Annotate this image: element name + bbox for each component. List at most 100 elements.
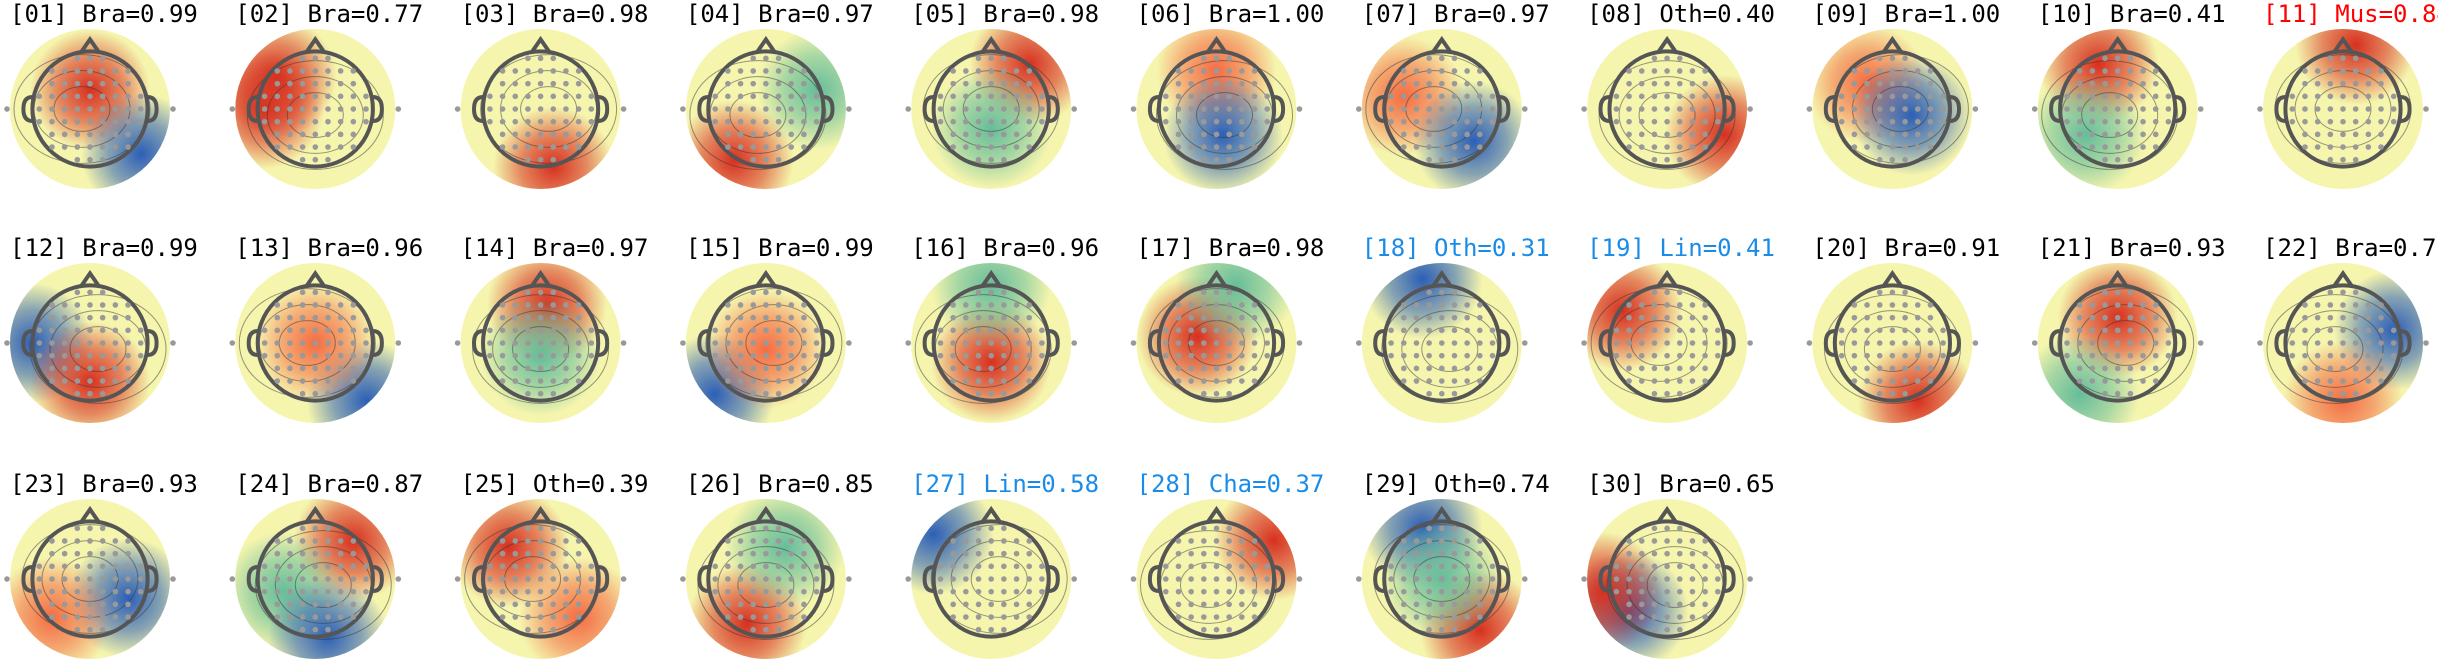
electrode (1851, 302, 1858, 308)
electrode (1213, 378, 1220, 384)
electrode (988, 525, 994, 532)
electrode (312, 302, 319, 308)
electrode (1464, 614, 1470, 620)
electrode (1451, 626, 1458, 633)
electrode (950, 378, 956, 384)
electrode (2352, 144, 2359, 150)
electrode (36, 340, 43, 346)
electrode (36, 576, 43, 582)
electrode (299, 365, 306, 372)
electrode (2165, 118, 2172, 125)
electrode (1413, 302, 1420, 308)
electrode (2127, 118, 2134, 125)
electrode (350, 563, 357, 570)
electrode (1851, 352, 1858, 359)
electrode (1013, 93, 1020, 100)
electrode (125, 576, 131, 582)
electrode (74, 106, 81, 112)
electrode (1876, 93, 1883, 100)
electrode (1226, 378, 1232, 384)
electrode (74, 588, 81, 595)
electrode (287, 314, 293, 321)
electrode (750, 80, 757, 87)
electrode (2314, 68, 2321, 74)
electrode (988, 538, 994, 544)
electrode (750, 144, 757, 150)
electrode (1426, 352, 1432, 359)
electrode (988, 144, 994, 150)
electrode (963, 106, 969, 112)
electrode (750, 563, 757, 570)
electrode (950, 302, 956, 308)
electrode (1902, 156, 1908, 163)
electrode (2302, 352, 2308, 359)
electrode (763, 302, 769, 308)
electrode (725, 93, 731, 100)
electrode (325, 327, 331, 334)
electrode (1676, 538, 1683, 544)
electrode (2302, 378, 2308, 384)
electrode (2378, 118, 2384, 125)
electrode (499, 118, 506, 125)
ear (1273, 95, 1286, 123)
electrode (1439, 106, 1445, 112)
electrode (537, 289, 544, 296)
electrode (525, 131, 531, 138)
electrode (1226, 80, 1232, 87)
electrode (537, 93, 544, 100)
ear (1499, 95, 1511, 123)
electrode (525, 327, 531, 334)
electrode (49, 106, 55, 112)
head-outline (706, 519, 826, 639)
electrode (1451, 144, 1458, 150)
electrode (87, 576, 93, 582)
electrode (454, 340, 461, 346)
electrode (1439, 538, 1445, 544)
electrode (337, 365, 344, 372)
electrode (963, 302, 969, 308)
electrode (112, 352, 119, 359)
electrode (550, 68, 557, 74)
electrode (712, 340, 719, 346)
electrode (525, 576, 531, 582)
electrode (575, 327, 582, 334)
electrode (337, 327, 344, 334)
electrode (1175, 327, 1182, 334)
electrode (274, 538, 281, 544)
electrode (2102, 327, 2108, 334)
electrode (1013, 327, 1020, 334)
electrode (1613, 340, 1620, 346)
electrode (750, 538, 757, 544)
electrode (1388, 327, 1394, 334)
electrode (1664, 601, 1670, 608)
electrode (988, 365, 994, 372)
electrode (112, 131, 119, 138)
electrode (1664, 289, 1670, 296)
electrode (1876, 340, 1883, 346)
electrode (350, 614, 357, 620)
electrode (1714, 106, 1721, 112)
electrode (325, 365, 331, 372)
electrode (287, 614, 293, 620)
electrode (788, 538, 795, 544)
electrode (395, 106, 402, 112)
electrode (563, 614, 569, 620)
electrode (2089, 378, 2096, 384)
electrode (750, 131, 757, 138)
electrode (1477, 601, 1483, 608)
electrode (363, 563, 369, 570)
electrode (950, 131, 956, 138)
electrode (1356, 576, 1362, 582)
electrode (1851, 93, 1858, 100)
electrode (1439, 93, 1445, 100)
electrode (950, 352, 956, 359)
electrode (1226, 144, 1232, 150)
electrode (1914, 302, 1921, 308)
nose (79, 505, 101, 524)
electrode (1213, 302, 1220, 308)
electrode (87, 588, 93, 595)
electrode (563, 80, 569, 87)
contour-line (1638, 92, 1696, 138)
electrode (1201, 340, 1207, 346)
contour-line (1140, 530, 1277, 640)
